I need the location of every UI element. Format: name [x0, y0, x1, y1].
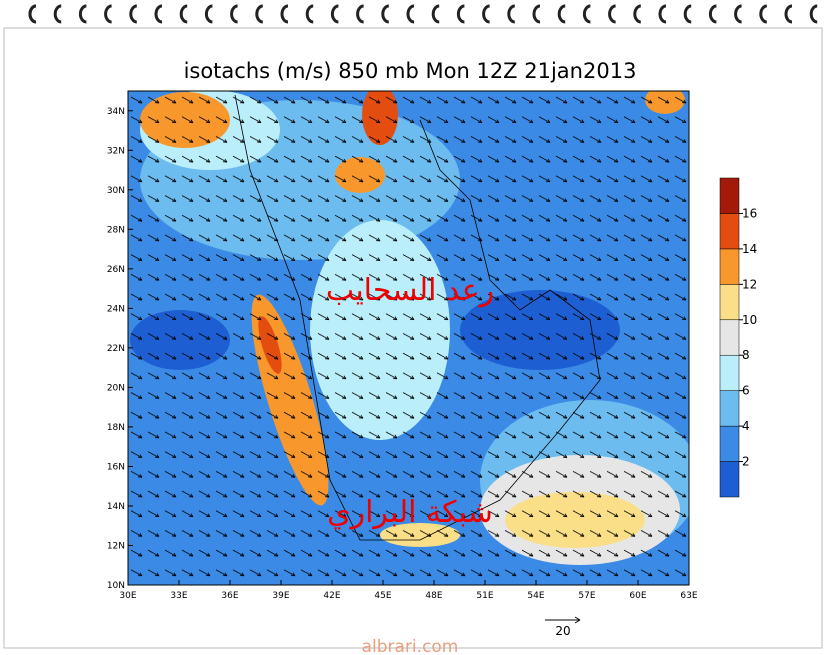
ring — [633, 4, 642, 24]
colorbar-label: 2 — [742, 455, 750, 469]
colorbar-box — [719, 284, 740, 321]
ring — [255, 4, 264, 24]
x-tick-label: 45E — [374, 591, 391, 601]
ring — [809, 4, 818, 24]
colorbar-label: 16 — [742, 206, 757, 220]
ring — [381, 4, 390, 24]
map-frame — [127, 90, 690, 586]
colorbar-box — [719, 177, 740, 214]
x-tick-label: 63E — [680, 591, 697, 601]
ring — [734, 4, 742, 24]
colorbar-label: 10 — [742, 313, 757, 327]
colorbar-box — [719, 248, 740, 285]
colorbar-label: 4 — [742, 419, 750, 433]
y-tick-label: 24N — [107, 304, 125, 314]
ring — [759, 4, 768, 24]
x-tick-label: 33E — [170, 591, 187, 601]
ring — [482, 4, 490, 24]
colorbar-box — [719, 319, 740, 356]
binder-rings — [28, 4, 818, 24]
x-tick-label: 60E — [629, 591, 646, 601]
x-tick-label: 42E — [323, 591, 340, 601]
y-tick-label: 28N — [107, 225, 125, 235]
map-field — [128, 91, 689, 585]
ring — [305, 4, 314, 24]
ring — [456, 4, 465, 24]
ring — [53, 4, 62, 24]
x-tick-label: 30E — [119, 591, 136, 601]
y-tick-label: 16N — [107, 462, 125, 472]
y-tick-label: 18N — [107, 423, 125, 433]
ring — [683, 4, 692, 24]
watermark: albrari.com — [362, 637, 459, 655]
colorbar-label: 14 — [742, 242, 757, 256]
vector-scale-head — [574, 616, 581, 624]
ring — [204, 4, 213, 24]
y-tick-label: 14N — [107, 502, 125, 512]
ring — [28, 4, 37, 24]
ring — [356, 4, 364, 24]
y-tick-label: 30N — [107, 186, 125, 196]
ring — [104, 4, 112, 24]
ring — [608, 4, 616, 24]
ring — [658, 4, 667, 24]
y-tick-label: 34N — [107, 107, 125, 117]
ring — [557, 4, 566, 24]
ring — [330, 4, 339, 24]
ring — [154, 4, 163, 24]
ring — [507, 4, 516, 24]
annotation: شبكة البراري — [327, 495, 493, 530]
colorbar-label: 12 — [742, 277, 757, 291]
ring — [406, 4, 415, 24]
x-tick-label: 48E — [425, 591, 442, 601]
x-tick-label: 36E — [221, 591, 238, 601]
ring — [431, 4, 440, 24]
y-tick-label: 12N — [107, 541, 125, 551]
ring — [230, 4, 238, 24]
y-tick-label: 32N — [107, 146, 125, 156]
annotation: رعد السحايب — [326, 273, 494, 308]
y-tick-label: 20N — [107, 383, 125, 393]
x-tick-label: 39E — [272, 591, 289, 601]
ring — [784, 4, 793, 24]
x-tick-label: 51E — [476, 591, 493, 601]
ring — [129, 4, 138, 24]
x-tick-label: 57E — [578, 591, 595, 601]
colorbar-box — [719, 354, 740, 391]
ring — [532, 4, 541, 24]
colorbar-box — [719, 390, 740, 427]
ring — [708, 4, 717, 24]
y-tick-label: 10N — [107, 581, 125, 591]
colorbar-label: 8 — [742, 348, 750, 362]
colorbar-label: 6 — [742, 384, 750, 398]
y-tick-label: 26N — [107, 265, 125, 275]
ring — [582, 4, 591, 24]
ring — [179, 4, 188, 24]
colorbar-box — [719, 213, 740, 250]
ring — [280, 4, 289, 24]
colorbar: 2 4 6 8 10 12 14 16 — [719, 177, 757, 498]
colorbar-box — [719, 461, 740, 498]
x-tick-label: 54E — [527, 591, 544, 601]
sheet-border — [3, 27, 823, 649]
colorbar-box — [719, 425, 740, 462]
vector-scale-label: 20 — [555, 624, 570, 638]
title: isotachs (m/s) 850 mb Mon 12Z 21jan2013 — [184, 59, 637, 83]
y-tick-label: 22N — [107, 344, 125, 354]
axes: 30E 33E 36E 39E 42E 45E 48E 51E 54E 57E 60E 63E 10N 1… — [107, 107, 698, 601]
ring — [78, 4, 87, 24]
